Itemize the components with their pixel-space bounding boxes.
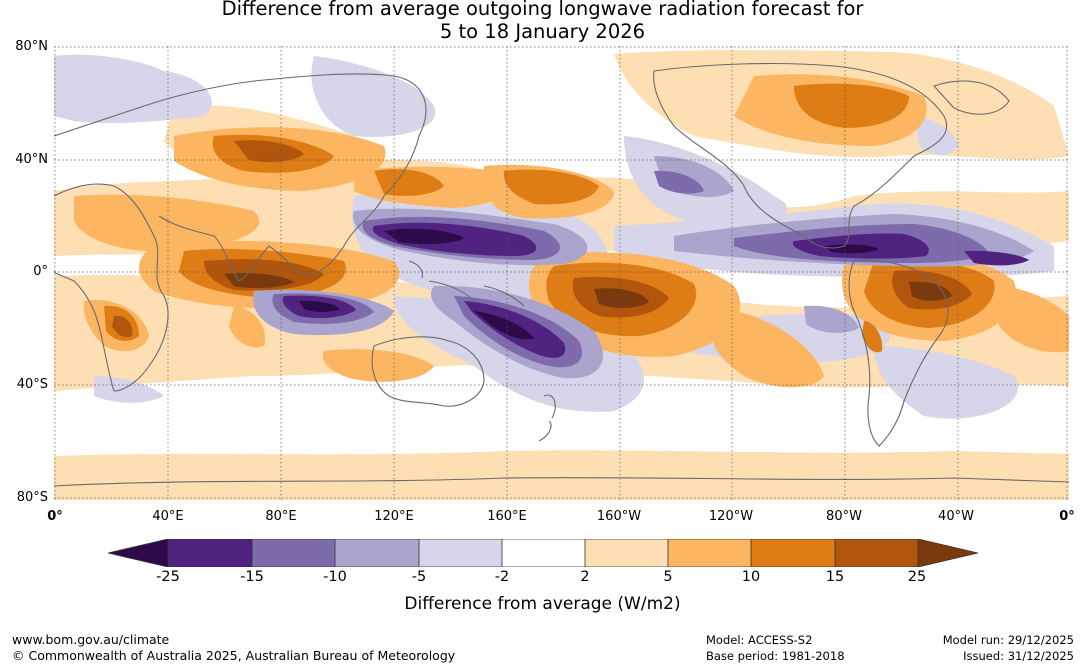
map-title: Difference from average outgoing longwav…	[0, 0, 1085, 43]
colorbar-tick-minus15: -15	[240, 569, 264, 585]
lon-label-0-east: 0°	[1059, 509, 1075, 524]
colorbar-swatch-minus10-minus5	[335, 539, 419, 567]
graticule	[54, 46, 1069, 500]
lat-label-0: 0°	[33, 264, 48, 279]
lon-label-80e: 80°E	[265, 509, 297, 524]
colorbar-swatch-minus2-2	[502, 539, 585, 567]
lon-label-160w: 160°W	[596, 509, 642, 524]
anomaly-above-25-regions	[224, 272, 952, 308]
new-zealand-coastline	[538, 394, 556, 442]
maritime-continent-coastline	[408, 260, 525, 307]
colorbar-swatch-below-minus25	[108, 539, 168, 567]
colorbar-tick-minus25: -25	[156, 569, 180, 585]
anomaly-below-minus25-regions	[299, 228, 879, 340]
colorbar-swatch-10-15	[751, 539, 835, 567]
colorbar-tick-minus10: -10	[323, 569, 347, 585]
lon-label-160e: 160°E	[487, 509, 527, 524]
colorbar-tick-25: 25	[907, 569, 927, 585]
colorbar-tick-15: 15	[825, 569, 845, 585]
colorbar-tick-minus2: -2	[494, 569, 510, 585]
lon-label-80w: 80°W	[826, 509, 862, 524]
title-line-2: 5 to 18 January 2026	[439, 20, 646, 43]
copyright-text: © Commonwealth of Australia 2025, Austra…	[12, 648, 456, 663]
greenland-coastline	[933, 80, 1010, 115]
anomaly-10-to-15-regions	[104, 83, 995, 353]
lon-label-40e: 40°E	[152, 509, 184, 524]
lon-label-0: 0°	[47, 509, 63, 524]
colorbar-swatch-above-25	[918, 539, 978, 567]
antarctica-coastline	[54, 477, 1069, 487]
eurasia-coastline	[54, 73, 427, 282]
colorbar-swatch-5-10	[668, 539, 751, 567]
colorbar-swatch-minus5-minus2	[419, 539, 502, 567]
australia-coastline	[371, 336, 485, 407]
issued-date: Issued: 31/12/2025	[963, 649, 1074, 663]
south-america-coastline	[848, 259, 949, 447]
lat-label-80n: 80°N	[15, 39, 48, 54]
colorbar-swatch-minus25-minus15	[168, 539, 252, 567]
north-america-coastline	[653, 62, 948, 249]
colorbar	[107, 538, 979, 568]
colorbar-tick-5: 5	[663, 569, 673, 585]
colorbar-tick-minus5: -5	[411, 569, 427, 585]
colorbar-swatch-2-5	[585, 539, 668, 567]
olr-anomaly-map	[54, 46, 1069, 500]
lon-label-40w: 40°W	[938, 509, 974, 524]
model-name: Model: ACCESS-S2	[706, 633, 813, 647]
lon-label-120w: 120°W	[708, 509, 754, 524]
lat-label-80s: 80°S	[16, 490, 48, 505]
lat-label-40n: 40°N	[15, 152, 48, 167]
colorbar-swatch-minus15-minus10	[252, 539, 335, 567]
base-period: Base period: 1981-2018	[706, 649, 845, 663]
colorbar-tick-2: 2	[580, 569, 590, 585]
colorbar-title: Difference from average (W/m2)	[404, 594, 681, 614]
colorbar-swatch-15-25	[835, 539, 918, 567]
coastlines	[54, 62, 1069, 487]
lat-label-40s: 40°S	[16, 377, 48, 392]
colorbar-tick-10: 10	[741, 569, 761, 585]
website-link[interactable]: www.bom.gov.au/climate	[12, 632, 170, 647]
model-run-date: Model run: 29/12/2025	[942, 633, 1074, 647]
lon-label-120e: 120°E	[374, 509, 414, 524]
africa-coastline	[54, 183, 169, 392]
title-line-1: Difference from average outgoing longwav…	[221, 0, 864, 20]
